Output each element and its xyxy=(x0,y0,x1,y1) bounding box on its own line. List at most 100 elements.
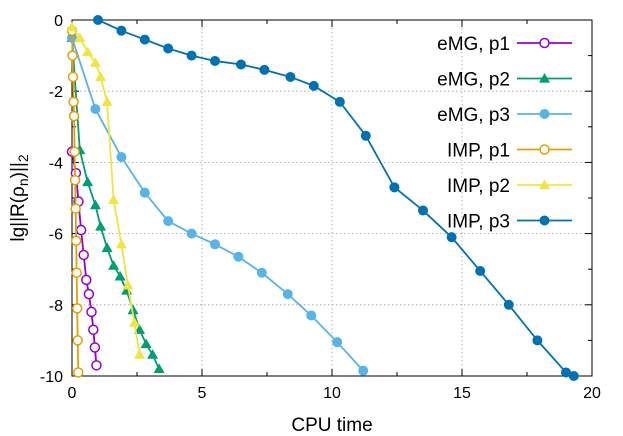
legend-label: eMG, p2 xyxy=(437,70,510,91)
legend-label: eMG, p1 xyxy=(437,34,510,55)
legend-entry: IMP, p3 xyxy=(447,212,572,233)
data-point xyxy=(115,238,127,249)
data-point xyxy=(69,174,81,186)
legend-entry: eMG, p2 xyxy=(437,70,572,91)
data-point xyxy=(358,365,369,376)
data-point xyxy=(389,182,400,193)
data-point xyxy=(153,363,165,374)
grid xyxy=(72,20,592,376)
data-point xyxy=(122,279,134,290)
series-5 xyxy=(93,15,579,381)
x-tick-label: 15 xyxy=(453,385,471,402)
data-point xyxy=(67,50,78,61)
data-point xyxy=(67,71,79,83)
data-point xyxy=(236,59,246,70)
axis-ticks: 0 5 10 15 20 -10 -8 -6 -4 -2 0 xyxy=(40,13,601,402)
data-point xyxy=(89,199,101,210)
data-point xyxy=(75,224,87,236)
data-point xyxy=(101,96,113,107)
data-point xyxy=(82,176,94,187)
y-axis-title: lg||R(ρn)||2 xyxy=(8,154,31,242)
data-point xyxy=(259,64,270,75)
data-point xyxy=(108,194,120,204)
data-point xyxy=(93,15,103,25)
data-point xyxy=(532,335,543,346)
data-point xyxy=(108,260,120,270)
data-point xyxy=(139,34,150,45)
data-point xyxy=(282,289,293,300)
data-point xyxy=(475,265,486,276)
data-point xyxy=(68,110,80,122)
data-point xyxy=(360,130,371,141)
data-point xyxy=(163,43,174,54)
series-3 xyxy=(66,25,84,378)
x-tick-label: 10 xyxy=(323,385,341,402)
data-point xyxy=(186,50,197,61)
data-point xyxy=(539,37,550,49)
data-point xyxy=(69,146,80,157)
data-point xyxy=(127,304,139,315)
data-point xyxy=(334,96,345,107)
data-point xyxy=(306,310,317,321)
data-point xyxy=(539,179,550,190)
y-tick-label: -2 xyxy=(49,84,63,101)
data-point xyxy=(82,46,94,57)
y-tick-label: -6 xyxy=(49,227,63,244)
data-point xyxy=(81,274,92,286)
series-2 xyxy=(67,32,369,376)
data-point xyxy=(70,203,81,214)
data-point xyxy=(88,324,99,335)
data-point xyxy=(95,71,107,82)
data-point xyxy=(90,104,101,114)
y-tick-label: -4 xyxy=(49,155,63,172)
x-axis-title: CPU time xyxy=(291,415,372,436)
data-point xyxy=(210,239,220,250)
data-point xyxy=(210,55,220,66)
data-point xyxy=(72,367,84,378)
legend-label: IMP, p2 xyxy=(447,176,510,197)
data-point xyxy=(446,232,457,243)
data-point xyxy=(116,25,127,36)
data-point xyxy=(539,109,550,119)
data-point xyxy=(89,342,101,353)
data-point xyxy=(147,349,159,359)
data-point xyxy=(134,349,146,359)
data-point xyxy=(78,249,89,261)
data-point xyxy=(116,152,127,163)
data-point xyxy=(101,242,113,252)
data-point xyxy=(539,144,550,155)
data-point xyxy=(68,96,79,108)
legend-entry: IMP, p2 xyxy=(447,176,572,197)
data-point xyxy=(114,270,126,281)
data-point xyxy=(89,57,101,67)
data-point xyxy=(140,338,152,349)
data-point xyxy=(308,80,319,91)
data-point xyxy=(86,306,97,318)
y-tick-label: 0 xyxy=(54,13,63,30)
data-point xyxy=(186,228,197,239)
legend-label: IMP, p1 xyxy=(447,141,510,162)
legend-entry: eMG, p1 xyxy=(437,34,572,55)
data-point xyxy=(233,251,244,262)
legend: eMG, p1 eMG, p2 eMG, p3 IMP, p1 IMP, p2 IMP, … xyxy=(437,34,572,233)
x-tick-label: 5 xyxy=(198,385,207,402)
data-point xyxy=(418,205,428,216)
data-point xyxy=(71,267,82,279)
series-line xyxy=(71,26,141,355)
legend-entry: IMP, p1 xyxy=(447,141,572,162)
data-point xyxy=(74,32,86,42)
series-4 xyxy=(66,21,146,359)
data-point xyxy=(256,267,267,278)
x-tick-label: 0 xyxy=(68,385,77,402)
data-point xyxy=(95,220,107,231)
y-axis-title-sub2: 2 xyxy=(15,154,31,162)
data-point xyxy=(163,216,174,227)
y-axis-title-sub: n xyxy=(15,178,31,186)
data-point xyxy=(72,335,83,346)
data-point xyxy=(128,317,140,327)
y-axis-title-close: )|| xyxy=(8,162,29,178)
legend-label: IMP, p3 xyxy=(447,212,510,233)
series-layer xyxy=(66,15,579,381)
data-point xyxy=(285,71,296,82)
